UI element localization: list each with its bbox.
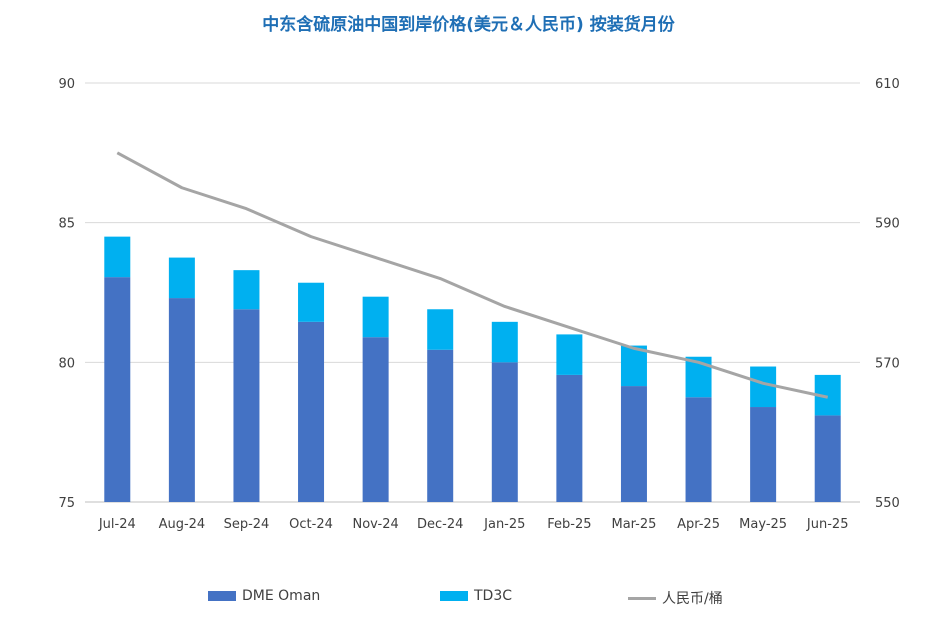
y-right-tick-label: 570 [875,356,900,371]
x-tick-label: Apr-25 [677,517,720,532]
y-left-tick-label: 90 [58,77,75,92]
bar-td3c [491,321,518,363]
bar-dme-oman [750,407,777,502]
x-tick-label: Jan-25 [483,517,525,532]
bar-dme-oman [685,397,712,502]
x-tick-label: Oct-24 [289,517,333,532]
x-tick-label: Feb-25 [547,517,591,532]
legend-swatch-td3c [440,591,468,601]
bar-td3c [620,345,647,387]
bar-dme-oman [168,298,195,502]
bar-dme-oman [233,309,260,502]
legend-item-rmb: 人民币/桶 [628,588,723,608]
line-series [116,151,829,399]
x-tick-label: Jul-24 [98,517,136,532]
legend-label-dme-oman: DME Oman [242,588,321,604]
bar-dme-oman [104,277,131,502]
legend-label-rmb: 人民币/桶 [662,591,723,607]
y-left-tick-label: 80 [58,356,75,371]
legend-swatch-rmb [628,596,656,600]
bar-td3c [168,257,195,299]
x-tick-label: Dec-24 [417,517,463,532]
legend-item-dme-oman: DME Oman [208,588,320,604]
bar-td3c [298,282,325,322]
y-left-tick-label: 85 [58,217,75,232]
y-right-tick-label: 610 [875,77,900,92]
bar-dme-oman [362,337,389,502]
bar-dme-oman [620,386,647,502]
bar-td3c [750,366,777,408]
y-left-tick-label: 75 [58,496,75,511]
bar-td3c [233,270,260,310]
bar-dme-oman [556,374,583,502]
chart-title: 中东含硫原油中国到岸价格(美元＆人民币) 按装货月份 [262,15,675,35]
legend-item-td3c: TD3C [440,588,512,604]
bar-td3c [362,296,389,338]
bar-dme-oman [491,362,518,502]
x-tick-label: May-25 [739,517,787,532]
bar-td3c [104,236,131,278]
tick-labels: 75 80 85 90 550 570 590 610 Jul-24 Aug-24 Sep-24 Oc… [58,77,899,532]
legend-swatch-dme-oman [208,591,236,601]
bar-td3c [427,309,454,350]
gridlines [85,82,860,503]
y-right-tick-label: 550 [875,496,900,511]
x-tick-label: Mar-25 [611,517,656,532]
legend-label-td3c: TD3C [474,588,513,604]
bar-dme-oman [427,349,454,502]
x-tick-label: Aug-24 [159,517,206,532]
bar-dme-oman [298,321,325,502]
x-tick-label: Nov-24 [352,517,398,532]
bars [104,236,841,502]
line-rmb-per-barrel [116,151,829,399]
bar-td3c [556,334,583,375]
x-tick-label: Sep-24 [224,517,270,532]
x-tick-label: Jun-25 [806,517,849,532]
y-right-tick-label: 590 [875,217,900,232]
bar-dme-oman [814,415,841,502]
